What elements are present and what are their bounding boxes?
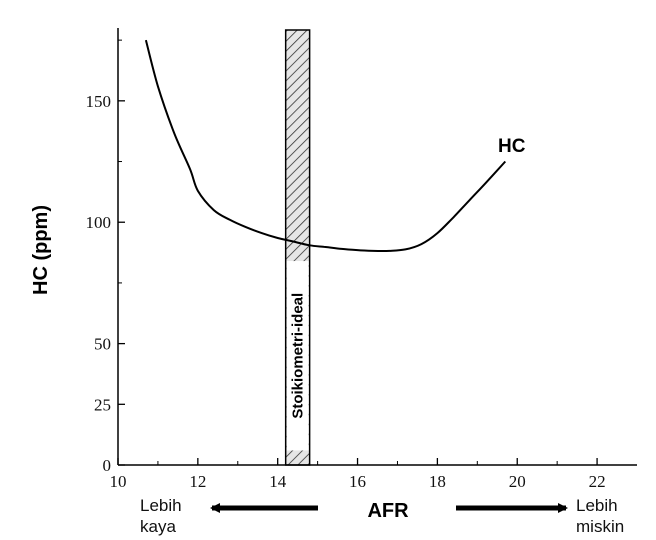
y-tick-label: 50 (94, 335, 111, 354)
series-label: HC (498, 136, 526, 157)
x-tick-label: 14 (269, 472, 287, 491)
band-label: Stoikiometri-ideal (290, 293, 307, 419)
band-label-background (286, 261, 309, 451)
stoichiometric-band: Stoikiometri-ideal (284, 29, 311, 466)
x-tick-label: 20 (509, 472, 526, 491)
x-tick-label: 12 (189, 472, 206, 491)
y-tick-label: 25 (94, 395, 111, 414)
richer-label-line1: Lebih (140, 496, 182, 515)
y-tick-label: 150 (86, 92, 112, 111)
leaner-label-line2: miskin (576, 517, 624, 536)
axes: 10 12 14 16 18 20 22 0 25 50 100 150 (86, 28, 637, 491)
series-group (144, 39, 507, 253)
x-tick-label: 10 (110, 472, 127, 491)
y-tick-label: 0 (103, 456, 112, 475)
x-axis-title: AFR (367, 500, 409, 522)
x-axis-ticks: 10 12 14 16 18 20 22 (110, 458, 606, 491)
y-axis-title: HC (ppm) (30, 205, 52, 295)
y-axis-ticks: 0 25 50 100 150 (86, 39, 125, 475)
y-tick-label: 100 (86, 213, 112, 232)
x-tick-label: 16 (349, 472, 366, 491)
x-tick-label: 22 (589, 472, 606, 491)
leaner-label-line1: Lebih (576, 496, 618, 515)
series-line-0 (144, 39, 507, 253)
richer-label-line2: kaya (140, 517, 176, 536)
x-tick-label: 18 (429, 472, 446, 491)
